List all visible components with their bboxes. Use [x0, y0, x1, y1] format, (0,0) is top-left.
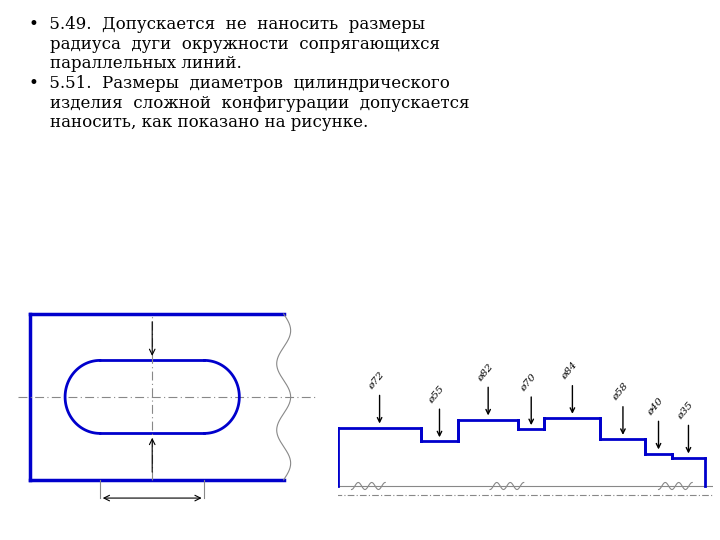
- Text: ø35: ø35: [676, 401, 696, 421]
- Text: ø72: ø72: [367, 370, 387, 391]
- Text: ø70: ø70: [518, 372, 538, 393]
- Text: ø82: ø82: [475, 362, 495, 383]
- Text: ø58: ø58: [611, 382, 630, 403]
- Text: ø55: ø55: [427, 384, 446, 405]
- Text: ø40: ø40: [646, 396, 665, 417]
- Text: ø84: ø84: [559, 361, 579, 381]
- Text: •  5.49.  Допускается  не  наносить  размеры
    радиуса  дуги  окружности  сопр: • 5.49. Допускается не наносить размеры …: [29, 16, 469, 131]
